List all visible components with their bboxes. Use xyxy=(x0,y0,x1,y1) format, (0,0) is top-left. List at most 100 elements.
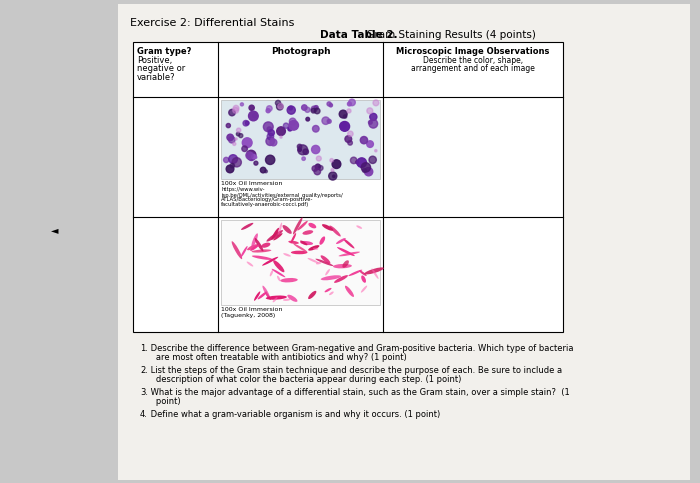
Text: Describe the difference between Gram-negative and Gram-positive bacteria. Which : Describe the difference between Gram-neg… xyxy=(148,344,573,353)
Circle shape xyxy=(226,124,230,128)
Circle shape xyxy=(312,166,318,171)
Text: Data Table 2.: Data Table 2. xyxy=(320,30,398,40)
Ellipse shape xyxy=(298,221,308,230)
Ellipse shape xyxy=(250,244,259,251)
Circle shape xyxy=(280,136,282,138)
Circle shape xyxy=(235,138,237,140)
Ellipse shape xyxy=(267,230,283,242)
Circle shape xyxy=(268,129,274,136)
Text: 100x Oil Immersion: 100x Oil Immersion xyxy=(221,307,282,312)
Ellipse shape xyxy=(247,244,258,250)
Circle shape xyxy=(271,138,274,141)
Circle shape xyxy=(230,163,235,168)
Circle shape xyxy=(373,100,379,106)
Circle shape xyxy=(242,138,252,148)
Circle shape xyxy=(312,106,317,112)
Ellipse shape xyxy=(272,228,279,240)
Text: are most often treatable with antibiotics and why? (1 point): are most often treatable with antibiotic… xyxy=(148,353,407,361)
Ellipse shape xyxy=(255,238,263,251)
Ellipse shape xyxy=(291,251,307,254)
Circle shape xyxy=(275,100,281,106)
Circle shape xyxy=(332,175,335,178)
Circle shape xyxy=(254,161,258,165)
Circle shape xyxy=(278,103,284,109)
Circle shape xyxy=(361,163,370,172)
Circle shape xyxy=(232,142,236,145)
Bar xyxy=(221,100,380,179)
Circle shape xyxy=(306,117,309,121)
Text: What is the major advantage of a differential stain, such as the Gram stain, ove: What is the major advantage of a differe… xyxy=(148,388,570,397)
Ellipse shape xyxy=(364,268,384,274)
Circle shape xyxy=(246,152,253,159)
Circle shape xyxy=(332,160,341,169)
Ellipse shape xyxy=(308,245,319,251)
Ellipse shape xyxy=(336,238,346,244)
Circle shape xyxy=(267,133,274,140)
Circle shape xyxy=(348,131,353,137)
Text: 2.: 2. xyxy=(140,366,148,375)
Ellipse shape xyxy=(251,233,258,247)
Circle shape xyxy=(345,136,351,142)
Circle shape xyxy=(360,137,368,144)
Ellipse shape xyxy=(337,247,355,256)
Ellipse shape xyxy=(349,270,362,276)
Circle shape xyxy=(240,103,244,106)
Ellipse shape xyxy=(372,269,379,279)
Circle shape xyxy=(232,157,242,167)
Ellipse shape xyxy=(326,269,330,275)
Circle shape xyxy=(340,110,347,118)
Circle shape xyxy=(367,108,373,114)
Circle shape xyxy=(288,127,292,131)
Ellipse shape xyxy=(290,233,296,243)
Circle shape xyxy=(370,114,377,120)
Circle shape xyxy=(327,102,331,106)
Ellipse shape xyxy=(287,295,298,302)
Circle shape xyxy=(260,167,266,173)
Ellipse shape xyxy=(288,241,299,244)
Circle shape xyxy=(312,126,319,132)
Circle shape xyxy=(367,141,373,147)
Circle shape xyxy=(340,122,346,128)
Ellipse shape xyxy=(277,276,281,281)
Circle shape xyxy=(298,145,308,155)
Ellipse shape xyxy=(316,262,321,264)
Circle shape xyxy=(302,105,307,110)
Circle shape xyxy=(229,109,235,116)
Circle shape xyxy=(267,127,272,131)
Ellipse shape xyxy=(343,239,354,249)
Circle shape xyxy=(314,168,321,175)
Circle shape xyxy=(229,137,235,143)
Ellipse shape xyxy=(262,257,278,266)
Text: description of what color the bacteria appear during each step. (1 point): description of what color the bacteria a… xyxy=(148,374,461,384)
Circle shape xyxy=(374,150,377,152)
Ellipse shape xyxy=(262,285,270,298)
Ellipse shape xyxy=(333,264,352,269)
Circle shape xyxy=(314,106,318,110)
Text: variable?: variable? xyxy=(137,72,176,82)
Text: isp.be/QML/activities/external_quality/reports/: isp.be/QML/activities/external_quality/r… xyxy=(221,192,343,198)
Ellipse shape xyxy=(273,297,277,302)
Circle shape xyxy=(252,155,256,159)
Circle shape xyxy=(340,122,349,131)
Ellipse shape xyxy=(251,249,272,253)
Circle shape xyxy=(329,172,337,180)
Circle shape xyxy=(302,157,305,160)
Ellipse shape xyxy=(270,270,273,276)
Circle shape xyxy=(248,153,256,160)
Ellipse shape xyxy=(272,269,286,277)
Ellipse shape xyxy=(246,261,253,267)
Circle shape xyxy=(368,120,372,124)
Circle shape xyxy=(318,166,323,170)
Circle shape xyxy=(347,109,351,113)
Text: https://www.wiv-: https://www.wiv- xyxy=(221,187,265,192)
Text: 4.: 4. xyxy=(140,410,148,419)
Circle shape xyxy=(329,103,332,107)
Text: Define what a gram-variable organism is and why it occurs. (1 point): Define what a gram-variable organism is … xyxy=(148,410,440,419)
Circle shape xyxy=(331,169,334,171)
Circle shape xyxy=(289,118,296,125)
Circle shape xyxy=(304,107,310,113)
Ellipse shape xyxy=(330,226,341,237)
Circle shape xyxy=(314,108,320,114)
Ellipse shape xyxy=(329,291,334,295)
Ellipse shape xyxy=(302,230,313,235)
